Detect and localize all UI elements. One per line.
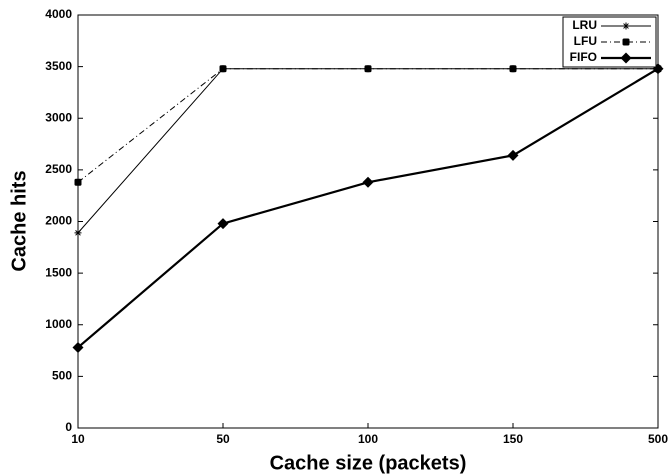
marker: [622, 38, 630, 46]
x-tick-label: 500: [648, 432, 668, 446]
y-tick-label: 2000: [45, 214, 72, 228]
marker: [74, 229, 82, 237]
series: [72, 63, 664, 353]
plot-frame: [77, 14, 659, 429]
marker: [217, 218, 229, 230]
legend-label: LFU: [574, 34, 597, 48]
marker: [364, 65, 372, 73]
y-tick-label: 2500: [45, 162, 72, 176]
marker: [362, 176, 374, 188]
y-tick-label: 3000: [45, 110, 72, 124]
legend: LRU LFU FIFO: [562, 16, 657, 68]
marker: [219, 65, 227, 73]
y-tick-label: 500: [52, 369, 72, 383]
legend-label: LRU: [572, 18, 597, 32]
x-axis-title: Cache size (packets): [270, 452, 467, 474]
x-tick-label: 150: [503, 432, 523, 446]
marker: [72, 341, 84, 353]
y-tick-label: 4000: [45, 7, 72, 21]
series-line: [77, 67, 659, 349]
y-tick-label: 3500: [45, 59, 72, 73]
x-tick-label: 10: [71, 432, 85, 446]
y-axis-title: Cache hits: [8, 170, 30, 271]
series-line: [77, 68, 658, 183]
series: [74, 65, 662, 237]
marker: [620, 52, 632, 64]
series-line: [77, 68, 658, 234]
marker: [622, 22, 630, 30]
legend-label: FIFO: [570, 50, 597, 64]
x-tick-label: 50: [216, 432, 230, 446]
y-tick-label: 1500: [45, 265, 72, 279]
y-tick-label: 1000: [45, 317, 72, 331]
y-tick-label: 0: [65, 420, 72, 434]
x-tick-label: 100: [358, 432, 378, 446]
marker: [509, 65, 517, 73]
marker: [74, 178, 82, 186]
marker: [507, 149, 519, 161]
series: [74, 65, 662, 186]
